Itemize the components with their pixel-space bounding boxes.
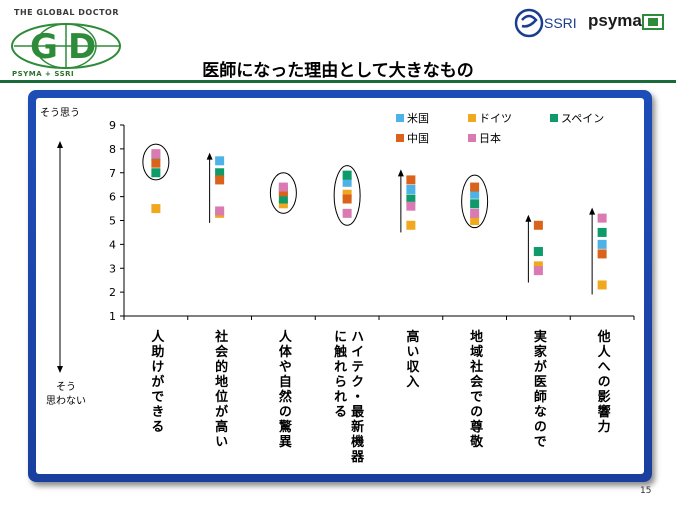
category-label: に触れられる — [331, 330, 348, 418]
globe-logo-icon: G D — [11, 23, 121, 69]
chart-panel: 1 2 3 4 5 6 7 8 9 そう思うそう思わない 米国 ドイツ スペイン中国 日本人助けができる 社… — [36, 98, 644, 474]
data-point-米国 — [215, 156, 225, 166]
data-point-米国 — [342, 177, 352, 187]
data-point-日本 — [151, 149, 161, 159]
category-label: 実家が医師なので — [531, 329, 547, 448]
data-point-中国 — [278, 187, 288, 197]
y-tick-label: 8 — [109, 143, 116, 156]
scale-arrow-up-icon — [57, 141, 63, 148]
spread-arrow-icon — [525, 214, 532, 222]
legend-label: 中国 — [407, 132, 429, 145]
legend-label: ドイツ — [479, 112, 512, 125]
y-tick-label: 4 — [109, 238, 116, 251]
data-point-中国 — [151, 158, 161, 168]
category-label: 他人への影響力 — [595, 329, 612, 434]
legend-swatch — [396, 114, 404, 122]
data-point-中国 — [215, 175, 225, 185]
data-point-中国 — [533, 220, 543, 230]
cluster-ellipse — [142, 143, 170, 181]
psyma-text: psyma — [588, 11, 642, 30]
data-point-日本 — [278, 182, 288, 192]
legend-label: スペイン — [561, 112, 604, 125]
cluster-ellipse — [333, 165, 361, 226]
slide-title: 医師になった理由として大きなもの — [202, 61, 474, 81]
data-point-ドイツ — [597, 280, 607, 290]
y-tick-label: 5 — [109, 215, 116, 228]
data-point-スペイン — [278, 194, 288, 204]
data-point-中国 — [406, 175, 416, 185]
y-tick-label: 6 — [109, 191, 116, 204]
data-point-米国 — [470, 189, 480, 199]
data-point-ドイツ — [342, 189, 352, 199]
category-label: 地域社会での尊敬 — [467, 329, 484, 449]
y-tick-label: 2 — [109, 286, 116, 299]
ssri-text: SSRI — [544, 15, 577, 31]
category-label: ハイテク・最新機器 — [348, 330, 365, 464]
category-label: 人体や自然の驚異 — [276, 329, 293, 449]
data-point-ドイツ — [406, 220, 416, 230]
y-tick-label: 1 — [109, 310, 116, 323]
category-label: 社会的地位が高い — [212, 329, 229, 448]
psyma-mark-icon — [642, 14, 664, 30]
data-point-中国 — [342, 194, 352, 204]
logo-top-text: THE GLOBAL DOCTOR — [14, 8, 119, 17]
legend-swatch — [468, 114, 476, 122]
scale-arrow-down-icon — [57, 366, 63, 373]
spread-arrow-icon — [206, 152, 213, 160]
y-axis-bottom-label: 思わない — [46, 395, 86, 407]
data-point-スペイン — [470, 199, 480, 209]
data-point-日本 — [342, 208, 352, 218]
y-tick-label: 3 — [109, 262, 116, 275]
data-point-スペイン — [406, 194, 416, 204]
data-point-ドイツ — [278, 199, 288, 209]
data-point-スペイン — [533, 247, 543, 257]
title-rule — [0, 80, 676, 83]
data-point-スペイン — [215, 168, 225, 178]
y-tick-label: 9 — [109, 119, 116, 132]
ssri-psyma-logo: SSRI psyma — [514, 8, 664, 38]
data-point-米国 — [597, 239, 607, 249]
spread-arrow-icon — [589, 207, 596, 215]
data-point-日本 — [406, 201, 416, 211]
y-axis-top-label: そう思う — [40, 107, 80, 119]
svg-text:D: D — [68, 27, 96, 67]
legend-label: 米国 — [407, 112, 429, 125]
data-point-米国 — [406, 184, 416, 194]
global-doctor-logo: THE GLOBAL DOCTOR G D PSYMA + SSRI — [8, 6, 126, 82]
data-point-日本 — [470, 208, 480, 218]
data-point-スペイン — [151, 168, 161, 178]
ssri-swirl-icon — [514, 8, 544, 38]
spread-arrow-icon — [397, 169, 404, 177]
legend-swatch — [468, 134, 476, 142]
data-point-ドイツ — [151, 204, 161, 214]
data-point-日本 — [533, 266, 543, 276]
legend-swatch — [550, 114, 558, 122]
cluster-ellipse — [461, 174, 489, 229]
cluster-ellipse — [269, 172, 297, 214]
data-point-ドイツ — [533, 261, 543, 271]
data-point-日本 — [215, 206, 225, 216]
data-point-日本 — [597, 213, 607, 223]
y-axis-bottom-label: そう — [56, 381, 76, 393]
data-point-ドイツ — [470, 216, 480, 225]
legend-label: 日本 — [479, 131, 501, 145]
data-point-中国 — [597, 249, 607, 259]
legend-swatch — [396, 134, 404, 142]
data-point-中国 — [470, 182, 480, 192]
logo-bottom-text: PSYMA + SSRI — [12, 70, 75, 78]
page-number: 15 — [640, 486, 652, 496]
data-point-スペイン — [597, 227, 607, 237]
category-label: 人助けができる — [148, 329, 164, 433]
svg-text:G: G — [30, 27, 58, 67]
y-tick-label: 7 — [109, 167, 116, 180]
data-point-スペイン — [342, 170, 352, 180]
category-label: 高い収入 — [403, 329, 419, 388]
